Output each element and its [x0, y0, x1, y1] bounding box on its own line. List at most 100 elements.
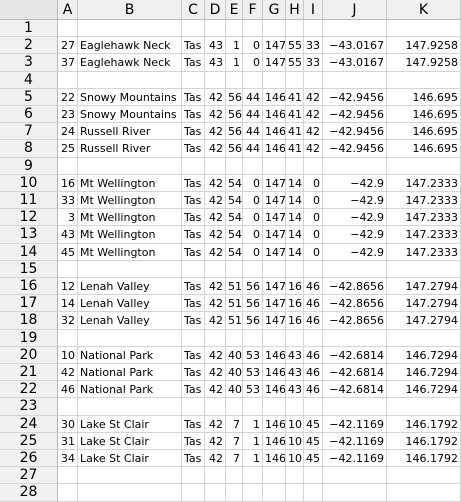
cell-g27[interactable] — [263, 467, 286, 485]
cell-d22[interactable]: 42 — [205, 381, 226, 399]
cell-h26[interactable]: 10 — [286, 450, 304, 468]
cell-f20[interactable]: 53 — [243, 346, 263, 364]
cell-b9[interactable] — [78, 157, 182, 175]
cell-a4[interactable] — [58, 71, 78, 89]
cell-k9[interactable] — [387, 157, 461, 175]
cell-c7[interactable]: Tas — [182, 123, 205, 141]
cell-j25[interactable]: −42.1169 — [323, 432, 387, 450]
cell-a15[interactable] — [58, 260, 78, 278]
cell-c6[interactable]: Tas — [182, 106, 205, 124]
cell-d25[interactable]: 42 — [205, 432, 226, 450]
cell-d18[interactable]: 42 — [205, 312, 226, 330]
cell-g19[interactable] — [263, 329, 286, 347]
cell-h16[interactable]: 16 — [286, 278, 304, 296]
row-header-16[interactable]: 16 — [0, 278, 58, 296]
cell-b28[interactable] — [78, 484, 182, 502]
cell-i1[interactable] — [304, 20, 323, 38]
cell-b7[interactable]: Russell River — [78, 123, 182, 141]
cell-e8[interactable]: 56 — [226, 140, 243, 158]
row-header-22[interactable]: 22 — [0, 381, 58, 399]
cell-a8[interactable]: 25 — [58, 140, 78, 158]
cell-d7[interactable]: 42 — [205, 123, 226, 141]
cell-i5[interactable]: 42 — [304, 88, 323, 106]
cell-k25[interactable]: 146.1792 — [387, 432, 461, 450]
cell-k14[interactable]: 147.2333 — [387, 243, 461, 261]
cell-e27[interactable] — [226, 467, 243, 485]
cell-k27[interactable] — [387, 467, 461, 485]
cell-a10[interactable]: 16 — [58, 174, 78, 192]
cell-e10[interactable]: 54 — [226, 174, 243, 192]
cell-i22[interactable]: 46 — [304, 381, 323, 399]
row-header-11[interactable]: 11 — [0, 192, 58, 210]
cell-h15[interactable] — [286, 260, 304, 278]
row-header-27[interactable]: 27 — [0, 467, 58, 485]
cell-e15[interactable] — [226, 260, 243, 278]
cell-a21[interactable]: 42 — [58, 364, 78, 382]
cell-i23[interactable] — [304, 398, 323, 416]
cell-e7[interactable]: 56 — [226, 123, 243, 141]
cell-d9[interactable] — [205, 157, 226, 175]
cell-k2[interactable]: 147.9258 — [387, 37, 461, 55]
cell-e24[interactable]: 7 — [226, 415, 243, 433]
cell-h5[interactable]: 41 — [286, 88, 304, 106]
cell-c18[interactable]: Tas — [182, 312, 205, 330]
cell-h27[interactable] — [286, 467, 304, 485]
cell-e23[interactable] — [226, 398, 243, 416]
cell-i27[interactable] — [304, 467, 323, 485]
cell-d27[interactable] — [205, 467, 226, 485]
cell-f18[interactable]: 56 — [243, 312, 263, 330]
cell-j18[interactable]: −42.8656 — [323, 312, 387, 330]
cell-a12[interactable]: 3 — [58, 209, 78, 227]
column-header-e[interactable]: E — [226, 0, 243, 20]
cell-f23[interactable] — [243, 398, 263, 416]
cell-h6[interactable]: 41 — [286, 106, 304, 124]
cell-i14[interactable]: 0 — [304, 243, 323, 261]
cell-j16[interactable]: −42.8656 — [323, 278, 387, 296]
row-header-14[interactable]: 14 — [0, 243, 58, 261]
row-header-15[interactable]: 15 — [0, 260, 58, 278]
cell-d5[interactable]: 42 — [205, 88, 226, 106]
row-header-17[interactable]: 17 — [0, 295, 58, 313]
cell-g12[interactable]: 147 — [263, 209, 286, 227]
cell-c12[interactable]: Tas — [182, 209, 205, 227]
cell-f12[interactable]: 0 — [243, 209, 263, 227]
cell-e25[interactable]: 7 — [226, 432, 243, 450]
cell-d4[interactable] — [205, 71, 226, 89]
cell-e17[interactable]: 51 — [226, 295, 243, 313]
cell-c26[interactable]: Tas — [182, 450, 205, 468]
cell-g10[interactable]: 147 — [263, 174, 286, 192]
cell-f7[interactable]: 44 — [243, 123, 263, 141]
select-all-corner[interactable] — [0, 0, 58, 20]
cell-a11[interactable]: 33 — [58, 192, 78, 210]
cell-j9[interactable] — [323, 157, 387, 175]
cell-a7[interactable]: 24 — [58, 123, 78, 141]
cell-j5[interactable]: −42.9456 — [323, 88, 387, 106]
cell-e28[interactable] — [226, 484, 243, 502]
cell-b16[interactable]: Lenah Valley — [78, 278, 182, 296]
cell-k5[interactable]: 146.695 — [387, 88, 461, 106]
cell-i21[interactable]: 46 — [304, 364, 323, 382]
cell-f4[interactable] — [243, 71, 263, 89]
cell-h24[interactable]: 10 — [286, 415, 304, 433]
cell-g17[interactable]: 147 — [263, 295, 286, 313]
cell-k12[interactable]: 147.2333 — [387, 209, 461, 227]
cell-h11[interactable]: 14 — [286, 192, 304, 210]
cell-g23[interactable] — [263, 398, 286, 416]
cell-j14[interactable]: −42.9 — [323, 243, 387, 261]
cell-d12[interactable]: 42 — [205, 209, 226, 227]
cell-i17[interactable]: 46 — [304, 295, 323, 313]
cell-g21[interactable]: 146 — [263, 364, 286, 382]
cell-g16[interactable]: 147 — [263, 278, 286, 296]
cell-c11[interactable]: Tas — [182, 192, 205, 210]
cell-f15[interactable] — [243, 260, 263, 278]
cell-c2[interactable]: Tas — [182, 37, 205, 55]
cell-b2[interactable]: Eaglehawk Neck — [78, 37, 182, 55]
cell-g3[interactable]: 147 — [263, 54, 286, 72]
cell-e13[interactable]: 54 — [226, 226, 243, 244]
cell-a18[interactable]: 32 — [58, 312, 78, 330]
cell-j20[interactable]: −42.6814 — [323, 346, 387, 364]
cell-d11[interactable]: 42 — [205, 192, 226, 210]
cell-c28[interactable] — [182, 484, 205, 502]
cell-a28[interactable] — [58, 484, 78, 502]
cell-a24[interactable]: 30 — [58, 415, 78, 433]
